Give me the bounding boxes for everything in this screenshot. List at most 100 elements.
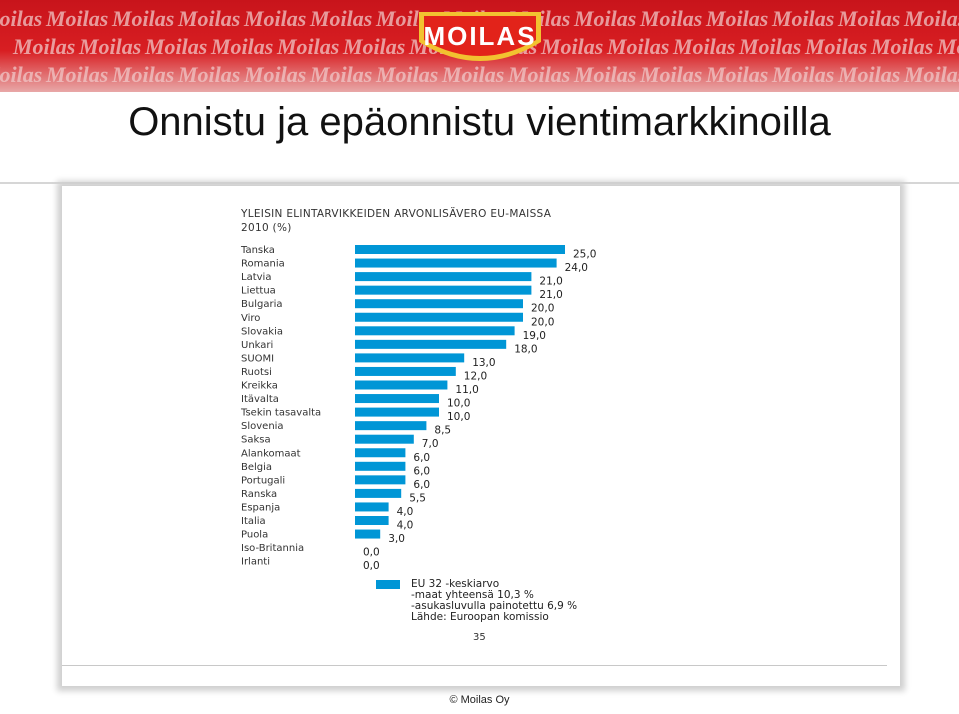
pattern-word: Moilas bbox=[640, 62, 703, 87]
bar bbox=[355, 407, 439, 417]
logo-text: MOILAS bbox=[423, 21, 537, 51]
pattern-word: Moilas bbox=[79, 34, 142, 59]
pattern-word: Moilas bbox=[805, 34, 868, 59]
bar bbox=[355, 394, 439, 404]
category-label: Itävalta bbox=[241, 394, 279, 405]
pattern-word: Moilas bbox=[244, 62, 307, 87]
header-banner: MoilasMoilasMoilasMoilasMoilasMoilasMoil… bbox=[0, 0, 959, 92]
pattern-word: Moilas bbox=[772, 62, 835, 87]
bar bbox=[355, 448, 406, 458]
logo-shield-shape bbox=[419, 12, 541, 61]
category-label: Kreikka bbox=[241, 381, 278, 392]
pattern-word: Moilas bbox=[508, 62, 571, 87]
bar bbox=[355, 421, 427, 431]
legend-line-3: -asukasluvulla painotettu 6,9 % bbox=[411, 600, 578, 612]
value-label: 19,0 bbox=[523, 330, 546, 342]
category-label: Romania bbox=[241, 259, 285, 270]
pattern-word: Moilas bbox=[706, 6, 769, 31]
bar bbox=[355, 299, 523, 309]
panel-divider bbox=[62, 665, 887, 666]
pattern-word: Moilas bbox=[904, 62, 959, 87]
category-label: Ranska bbox=[241, 489, 277, 500]
pattern-word: Moilas bbox=[574, 6, 637, 31]
category-label: Saksa bbox=[241, 435, 271, 446]
value-label: 21,0 bbox=[539, 289, 562, 301]
pattern-word: Moilas bbox=[145, 34, 208, 59]
value-label: 13,0 bbox=[472, 357, 495, 369]
pattern-word: Moilas bbox=[277, 34, 340, 59]
category-label: Ruotsi bbox=[241, 367, 272, 378]
value-label: 20,0 bbox=[531, 316, 554, 328]
category-label: Belgia bbox=[241, 462, 272, 473]
pattern-word: Moilas bbox=[46, 6, 109, 31]
page-number: 35 bbox=[473, 632, 486, 643]
category-label: Portugali bbox=[241, 475, 285, 486]
pattern-word: Moilas bbox=[640, 6, 703, 31]
pattern-word: Moilas bbox=[46, 62, 109, 87]
pattern-word: Moilas bbox=[904, 6, 959, 31]
pattern-word: Moilas bbox=[112, 62, 175, 87]
page-title: Onnistu ja epäonnistu vientimarkkinoilla bbox=[128, 100, 831, 144]
value-label: 25,0 bbox=[573, 249, 596, 261]
moilas-logo: MOILAS bbox=[415, 6, 545, 68]
pattern-word: Moilas bbox=[376, 62, 439, 87]
value-label: 12,0 bbox=[464, 370, 487, 382]
legend-line-4: Lähde: Euroopan komissio bbox=[411, 611, 549, 623]
value-label: 6,0 bbox=[413, 452, 430, 464]
value-label: 11,0 bbox=[455, 384, 478, 396]
title-divider bbox=[0, 182, 959, 184]
bar bbox=[355, 488, 402, 498]
value-label: 21,0 bbox=[539, 276, 562, 288]
pattern-word: Moilas bbox=[244, 6, 307, 31]
category-label: Iso-Britannia bbox=[241, 543, 304, 554]
pattern-word: Moilas bbox=[310, 6, 373, 31]
category-label: Slovakia bbox=[241, 326, 283, 337]
pattern-word: Moilas bbox=[0, 62, 43, 87]
value-label: 6,0 bbox=[413, 479, 430, 491]
legend-line-1: EU 32 -keskiarvo bbox=[411, 578, 500, 590]
banner-pattern: MoilasMoilasMoilasMoilasMoilasMoilasMoil… bbox=[0, 0, 959, 92]
bar bbox=[355, 475, 406, 485]
bar bbox=[355, 461, 406, 471]
category-label: Irlanti bbox=[241, 557, 270, 568]
pattern-word: Moilas bbox=[838, 62, 901, 87]
legend-line-2: -maat yhteensä 10,3 % bbox=[411, 589, 534, 601]
chart-title: YLEISIN ELINTARVIKKEIDEN ARVONLISÄVERO E… bbox=[241, 207, 701, 235]
chart-title-line-1: YLEISIN ELINTARVIKKEIDEN ARVONLISÄVERO E… bbox=[241, 208, 552, 220]
category-label: Bulgaria bbox=[241, 299, 282, 310]
bar bbox=[355, 516, 389, 525]
pattern-word: Moilas bbox=[310, 62, 373, 87]
category-label: Espanja bbox=[241, 502, 280, 513]
category-label: Latvia bbox=[241, 272, 271, 283]
pattern-word: Moilas bbox=[706, 62, 769, 87]
value-label: 10,0 bbox=[447, 411, 470, 423]
pattern-word: Moilas bbox=[0, 6, 43, 31]
chart-title-line-2: 2010 (%) bbox=[241, 222, 292, 234]
bar bbox=[355, 285, 532, 295]
pattern-word: Moilas bbox=[937, 34, 959, 59]
value-label: 4,0 bbox=[397, 506, 414, 518]
bar bbox=[355, 326, 515, 336]
chart-panel bbox=[62, 186, 900, 686]
value-label: 4,0 bbox=[397, 520, 414, 532]
pattern-word: Moilas bbox=[343, 34, 406, 59]
category-label: Liettua bbox=[241, 286, 276, 297]
pattern-word: Moilas bbox=[211, 34, 274, 59]
bar bbox=[355, 502, 389, 512]
pattern-word: Moilas bbox=[178, 6, 241, 31]
category-label: Tanska bbox=[240, 245, 275, 256]
chart-legend: EU 32 -keskiarvo -maat yhteensä 10,3 % -… bbox=[411, 579, 577, 623]
category-label: Tsekin tasavalta bbox=[240, 408, 321, 419]
legend-swatch bbox=[376, 580, 400, 589]
pattern-word: Moilas bbox=[871, 34, 934, 59]
category-label: Slovenia bbox=[241, 421, 284, 432]
value-label: 24,0 bbox=[565, 262, 588, 274]
bar bbox=[355, 366, 456, 376]
bar bbox=[355, 312, 523, 322]
value-label: 20,0 bbox=[531, 303, 554, 315]
value-label: 8,5 bbox=[434, 425, 451, 437]
bar bbox=[355, 258, 557, 268]
pattern-word: Moilas bbox=[607, 34, 670, 59]
value-label: 3,0 bbox=[388, 533, 405, 545]
